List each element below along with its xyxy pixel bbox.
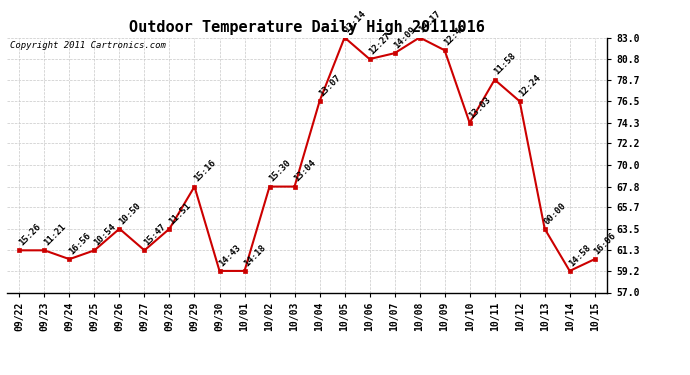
Text: 15:47: 15:47	[142, 222, 168, 248]
Text: 14:09: 14:09	[393, 25, 417, 50]
Text: 14:18: 14:18	[242, 243, 268, 268]
Text: 14:17: 14:17	[417, 9, 443, 35]
Text: 14:58: 14:58	[567, 243, 593, 268]
Title: Outdoor Temperature Daily High 20111016: Outdoor Temperature Daily High 20111016	[129, 19, 485, 35]
Text: 00:00: 00:00	[542, 201, 568, 226]
Text: 10:50: 10:50	[117, 201, 143, 226]
Text: 12:27: 12:27	[367, 31, 393, 56]
Text: 16:56: 16:56	[67, 231, 92, 256]
Text: 13:14: 13:14	[342, 9, 368, 35]
Text: 16:06: 16:06	[593, 231, 618, 256]
Text: 11:51: 11:51	[167, 201, 193, 226]
Text: 14:43: 14:43	[217, 243, 243, 268]
Text: 12:24: 12:24	[518, 73, 543, 99]
Text: 10:54: 10:54	[92, 222, 117, 248]
Text: 15:16: 15:16	[193, 158, 217, 184]
Text: 13:03: 13:03	[467, 94, 493, 120]
Text: 11:58: 11:58	[493, 51, 518, 77]
Text: 11:21: 11:21	[42, 222, 68, 248]
Text: 15:26: 15:26	[17, 222, 43, 248]
Text: 13:04: 13:04	[293, 158, 317, 184]
Text: 12:46: 12:46	[442, 22, 468, 48]
Text: Copyright 2011 Cartronics.com: Copyright 2011 Cartronics.com	[10, 41, 166, 50]
Text: 15:30: 15:30	[267, 158, 293, 184]
Text: 13:07: 13:07	[317, 73, 343, 99]
